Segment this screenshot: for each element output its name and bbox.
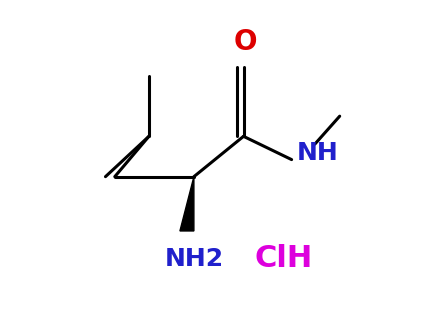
Polygon shape [180, 177, 194, 231]
Text: NH2: NH2 [164, 247, 224, 271]
Text: NH: NH [296, 141, 338, 165]
Text: O: O [233, 28, 257, 56]
Text: ClH: ClH [255, 244, 313, 273]
